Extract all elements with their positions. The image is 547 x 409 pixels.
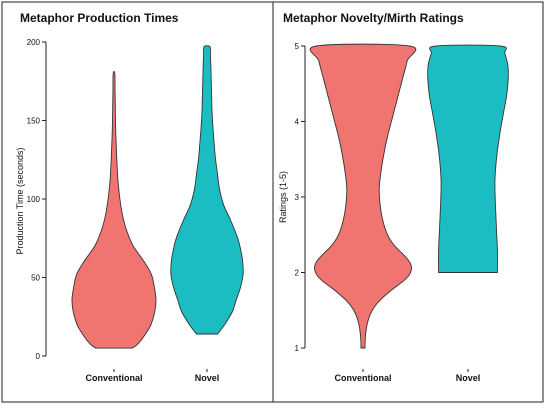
- chart-title: Metaphor Production Times: [20, 11, 179, 25]
- y-axis-label: Production Time (seconds): [15, 147, 25, 254]
- y-tick-label: 200: [27, 38, 41, 47]
- violins: [309, 43, 509, 349]
- x-axis: Conventional Novel: [334, 369, 480, 383]
- y-axis: 0 50 100 150 200: [27, 38, 47, 361]
- x-tick-label: Conventional: [334, 373, 391, 383]
- y-tick-label: 50: [31, 274, 40, 283]
- chart-title: Metaphor Novelty/Mirth Ratings: [283, 11, 464, 25]
- y-tick-label: 100: [27, 195, 41, 204]
- violin-conventional: [309, 43, 417, 349]
- y-tick-label: 150: [27, 117, 41, 126]
- y-axis-label: Ratings (1-5): [278, 171, 288, 223]
- y-tick-label: 1: [295, 344, 300, 353]
- y-axis: 1 2 3 4 5: [295, 42, 306, 353]
- x-tick-label: Novel: [195, 373, 220, 383]
- y-tick-label: 4: [295, 118, 300, 127]
- x-tick-label: Novel: [456, 373, 481, 383]
- y-tick-label: 3: [295, 193, 300, 202]
- y-tick-label: 5: [295, 42, 300, 51]
- x-tick-label: Conventional: [85, 373, 142, 383]
- violin-novel: [427, 44, 509, 273]
- y-tick-label: 2: [295, 269, 300, 278]
- violin-conventional: [71, 70, 157, 349]
- y-tick-label: 0: [36, 352, 41, 361]
- violin-novel: [170, 45, 244, 335]
- violins: [71, 45, 244, 349]
- x-axis: Conventional Novel: [85, 369, 219, 383]
- panel-ratings: Metaphor Novelty/Mirth Ratings 1 2 3 4 5 Con…: [278, 11, 509, 383]
- panel-production-times: Metaphor Production Times 0 50 100 150 200 C…: [15, 11, 244, 383]
